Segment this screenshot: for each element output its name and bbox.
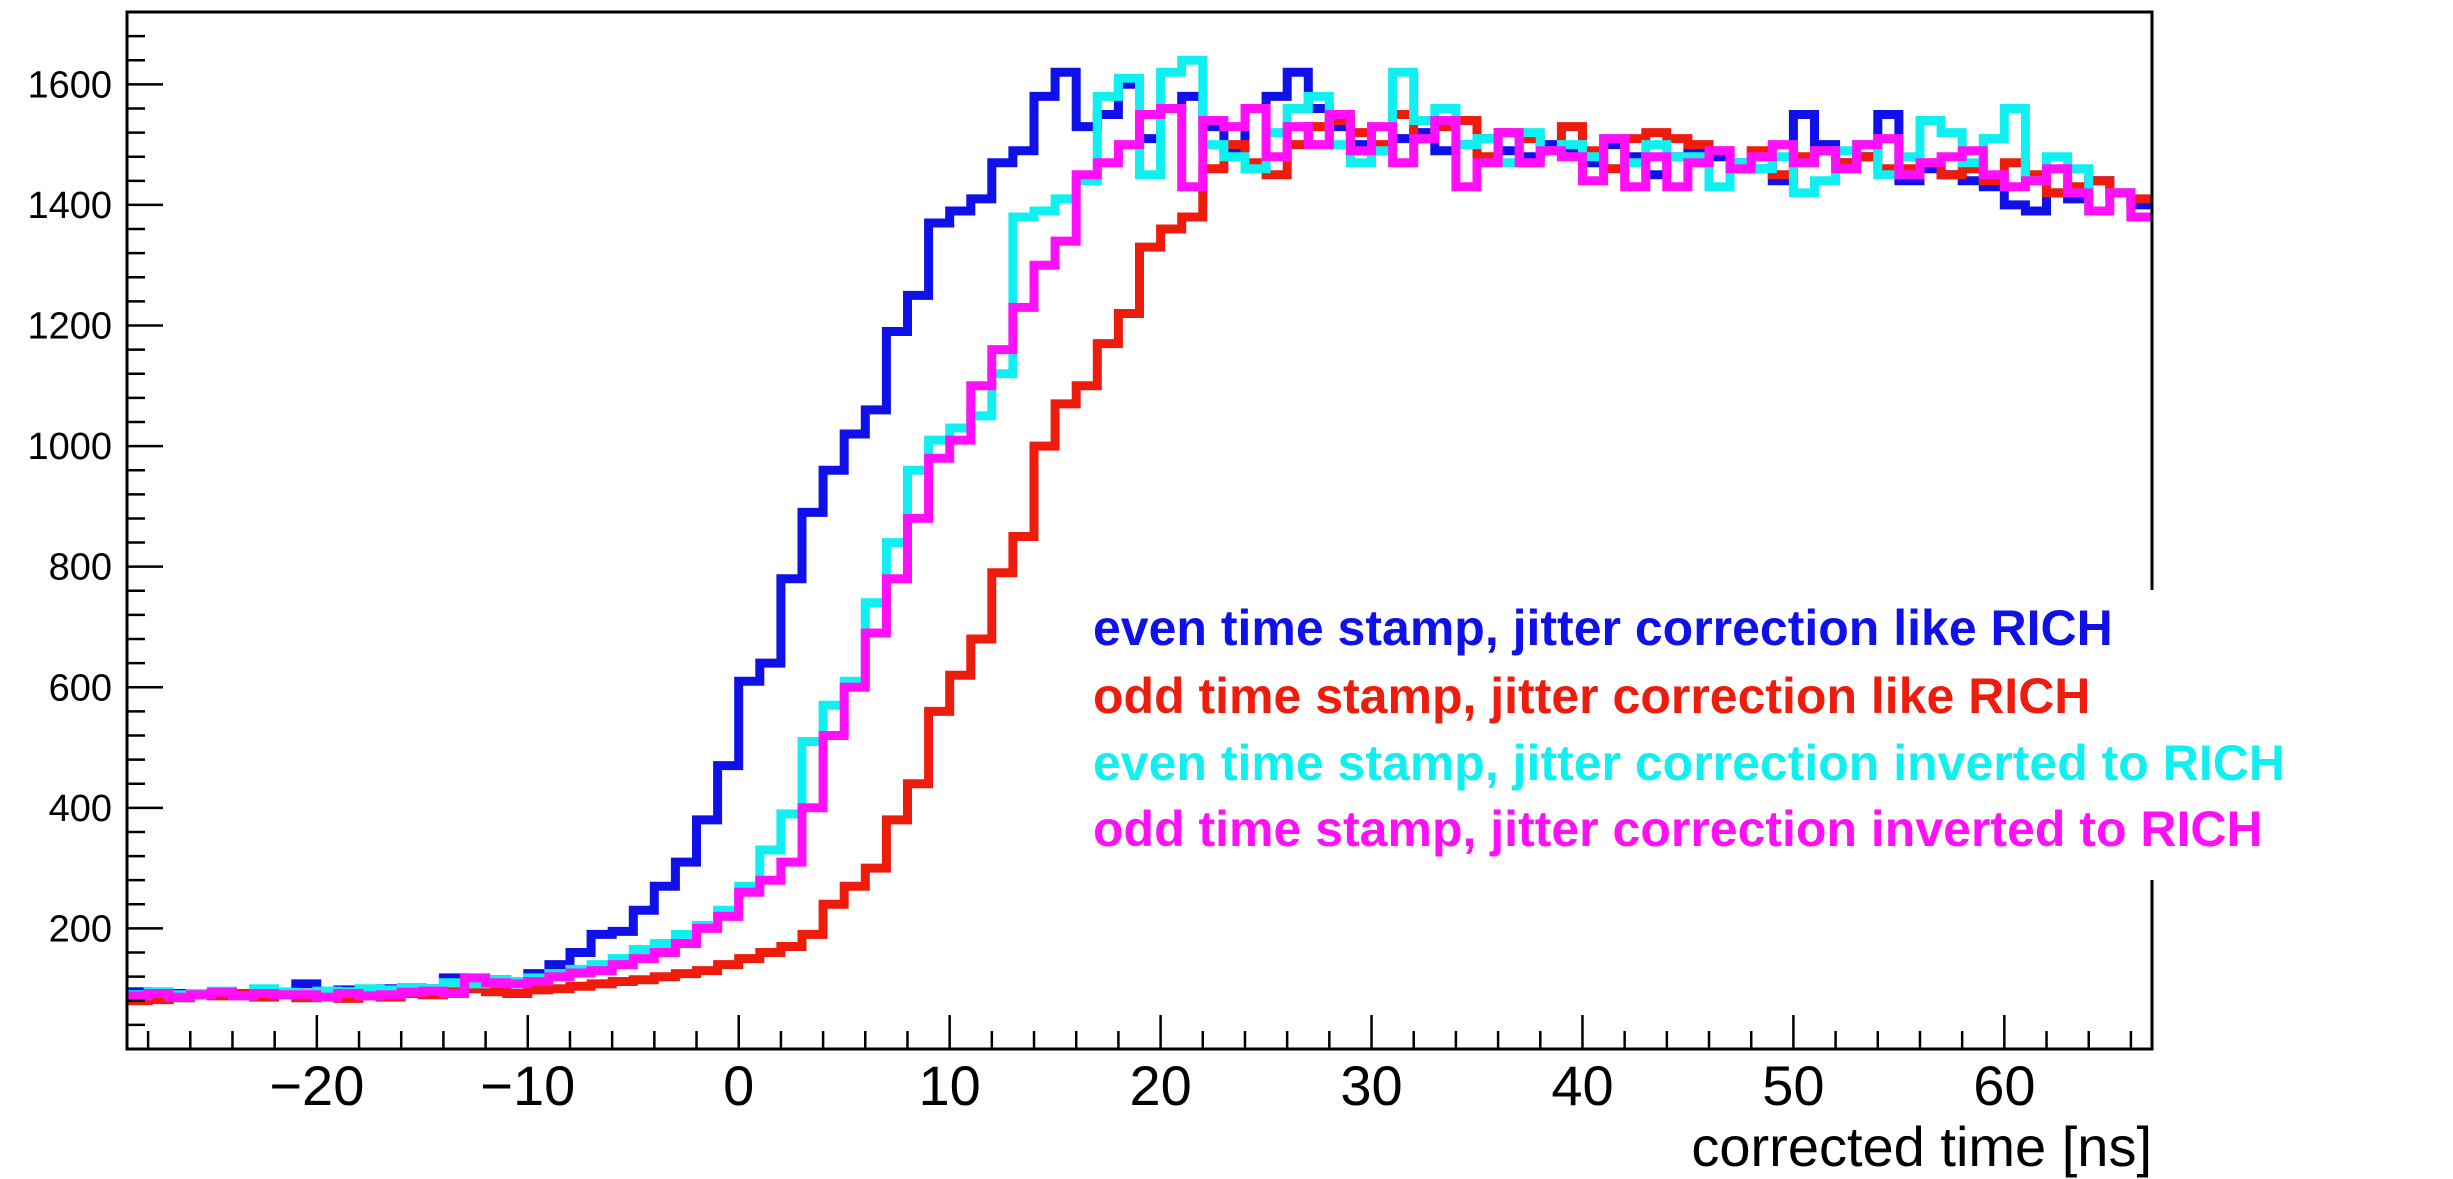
y-tick-label: 600 xyxy=(49,667,112,709)
x-tick-label: 30 xyxy=(1340,1054,1402,1117)
y-tick-label: 1000 xyxy=(27,426,112,468)
legend-entry-3: even time stamp, jitter correction inver… xyxy=(1093,735,2285,791)
legend-background xyxy=(1080,590,2450,880)
x-tick-label: −10 xyxy=(480,1054,575,1117)
x-tick-label: 0 xyxy=(723,1054,754,1117)
y-tick-label: 1400 xyxy=(27,185,112,227)
x-axis: −20 −10 0 10 20 30 40 50 60 xyxy=(146,1015,2133,1117)
y-tick-label: 400 xyxy=(49,788,112,830)
y-tick-label: 1200 xyxy=(27,306,112,348)
legend: even time stamp, jitter correction like … xyxy=(1080,590,2450,880)
y-tick-label: 1600 xyxy=(27,64,112,106)
x-tick-label: 40 xyxy=(1551,1054,1613,1117)
plot-frame xyxy=(125,10,2154,1051)
series-layer xyxy=(127,55,2152,1006)
x-tick-label: 20 xyxy=(1129,1054,1191,1117)
y-axis: 200 400 600 800 1000 1200 1400 1600 xyxy=(27,34,163,1027)
legend-entry-1: even time stamp, jitter correction like … xyxy=(1093,600,2113,656)
series-line-4 xyxy=(127,104,2152,1002)
legend-entry-4: odd time stamp, jitter correction invert… xyxy=(1093,801,2263,857)
x-tick-label: −20 xyxy=(269,1054,364,1117)
x-tick-label: 50 xyxy=(1762,1054,1824,1117)
x-tick-label: 10 xyxy=(919,1054,981,1117)
y-tick-label: 200 xyxy=(49,908,112,950)
legend-entry-2: odd time stamp, jitter correction like R… xyxy=(1093,668,2090,724)
x-tick-label: 60 xyxy=(1973,1054,2035,1117)
y-tick-label: 800 xyxy=(49,547,112,589)
x-axis-label: corrected time [ns] xyxy=(1691,1115,2152,1178)
